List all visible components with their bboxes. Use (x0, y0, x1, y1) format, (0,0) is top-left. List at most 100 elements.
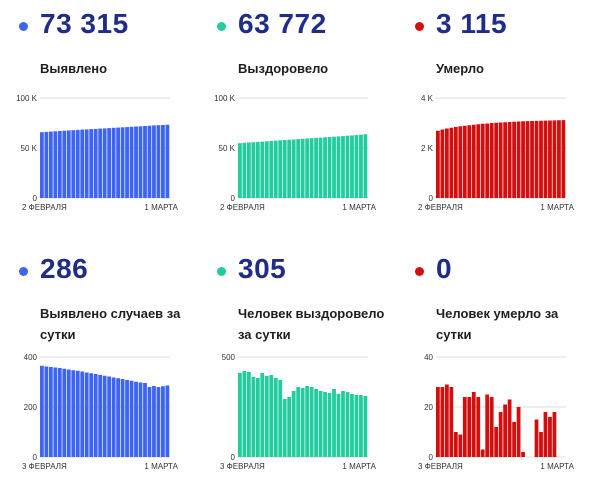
daily-recovered-total: 305 (238, 253, 287, 284)
bar (359, 395, 363, 457)
bar (516, 407, 521, 457)
bar (539, 120, 543, 198)
bar (48, 367, 53, 457)
bar (507, 399, 512, 457)
bar (494, 122, 499, 198)
bar (116, 378, 120, 457)
x-tick-label: 3 ФЕВРАЛЯ (220, 462, 265, 471)
bar (476, 124, 481, 198)
daily-detected-total: 286 (40, 253, 89, 284)
bar (40, 132, 44, 198)
y-tick-label: 0 (33, 453, 38, 462)
bar (453, 127, 458, 198)
panel-daily-recovered: 305 Человек выздоровело за сутки 0 500 3 Ф… (198, 245, 388, 485)
bar (453, 432, 458, 457)
bar (327, 393, 332, 457)
bar (525, 121, 530, 198)
bar (66, 369, 71, 457)
bar (462, 125, 467, 198)
bar (305, 138, 310, 198)
bar (125, 127, 129, 198)
bar (449, 127, 454, 198)
bar (120, 379, 125, 457)
x-tick-label: 3 ФЕВРАЛЯ (22, 462, 67, 471)
daily-recovered-dot (217, 267, 226, 276)
x-tick-label: 2 ФЕВРАЛЯ (22, 203, 67, 212)
bar (296, 387, 301, 457)
bar (309, 387, 314, 457)
bar (296, 139, 301, 198)
bar (341, 136, 345, 198)
died-total: 3 115 (436, 8, 508, 39)
bar (48, 131, 53, 198)
bar (57, 131, 62, 198)
bar (287, 397, 292, 457)
y-tick-label: 4 K (421, 94, 434, 103)
bar (521, 121, 525, 198)
bar (161, 386, 165, 457)
bar (539, 432, 543, 457)
bar (273, 140, 278, 198)
bar (543, 412, 548, 457)
x-tick-label: 1 МАРТА (540, 462, 574, 471)
detected-total: 73 315 (40, 8, 129, 39)
bar (238, 373, 242, 457)
bar (323, 392, 327, 457)
bar (336, 394, 341, 457)
bar (278, 140, 283, 198)
bar (489, 397, 494, 457)
bar (561, 120, 566, 198)
bar (165, 124, 170, 198)
bar (251, 142, 256, 198)
y-tick-label: 0 (231, 194, 236, 203)
bar (440, 129, 445, 198)
daily-detected-dot (19, 267, 28, 276)
bar (238, 143, 242, 198)
bar (152, 386, 156, 457)
bar (282, 140, 287, 198)
bar (246, 142, 251, 198)
bar (341, 391, 345, 457)
bar (462, 397, 467, 457)
bar (449, 387, 454, 457)
bar (552, 120, 557, 198)
bar (269, 140, 274, 198)
bar (161, 125, 165, 198)
bar (255, 378, 260, 457)
bar (521, 452, 525, 457)
bar (345, 135, 350, 198)
bar (89, 373, 94, 457)
bar (503, 404, 508, 457)
panel-detected: 73 315 Выявлено 0 50 K 100 K 2 ФЕВРАЛЯ 1 МАР… (0, 0, 190, 240)
recovered-label: Выздоровело (238, 61, 329, 76)
y-tick-label: 500 (222, 353, 236, 362)
bar (111, 127, 116, 198)
recovered-chart: 0 50 K 100 K 2 ФЕВРАЛЯ 1 МАРТА (214, 94, 377, 212)
bar (71, 370, 76, 457)
bar (458, 126, 463, 198)
bar (291, 391, 296, 457)
bar (53, 367, 58, 457)
bar (436, 130, 440, 198)
bar (93, 128, 98, 198)
x-tick-label: 2 ФЕВРАЛЯ (220, 203, 265, 212)
died-dot (415, 22, 424, 31)
bar (255, 141, 260, 198)
y-tick-label: 0 (231, 453, 236, 462)
daily-died-chart: 0 20 40 3 ФЕВРАЛЯ 1 МАРТА (418, 353, 575, 471)
bar (102, 128, 107, 198)
bar (143, 126, 147, 198)
y-tick-label: 0 (33, 194, 38, 203)
daily-recovered-label: Человек выздоровело за сутки (238, 306, 385, 342)
bar (66, 130, 71, 198)
bar (44, 366, 49, 457)
bar (498, 122, 503, 198)
bar (152, 125, 156, 198)
bar (534, 120, 539, 198)
bar (350, 135, 354, 198)
bar (516, 121, 521, 198)
bar (57, 368, 62, 457)
bar (332, 136, 336, 198)
bar (120, 127, 125, 198)
bar (557, 120, 561, 198)
